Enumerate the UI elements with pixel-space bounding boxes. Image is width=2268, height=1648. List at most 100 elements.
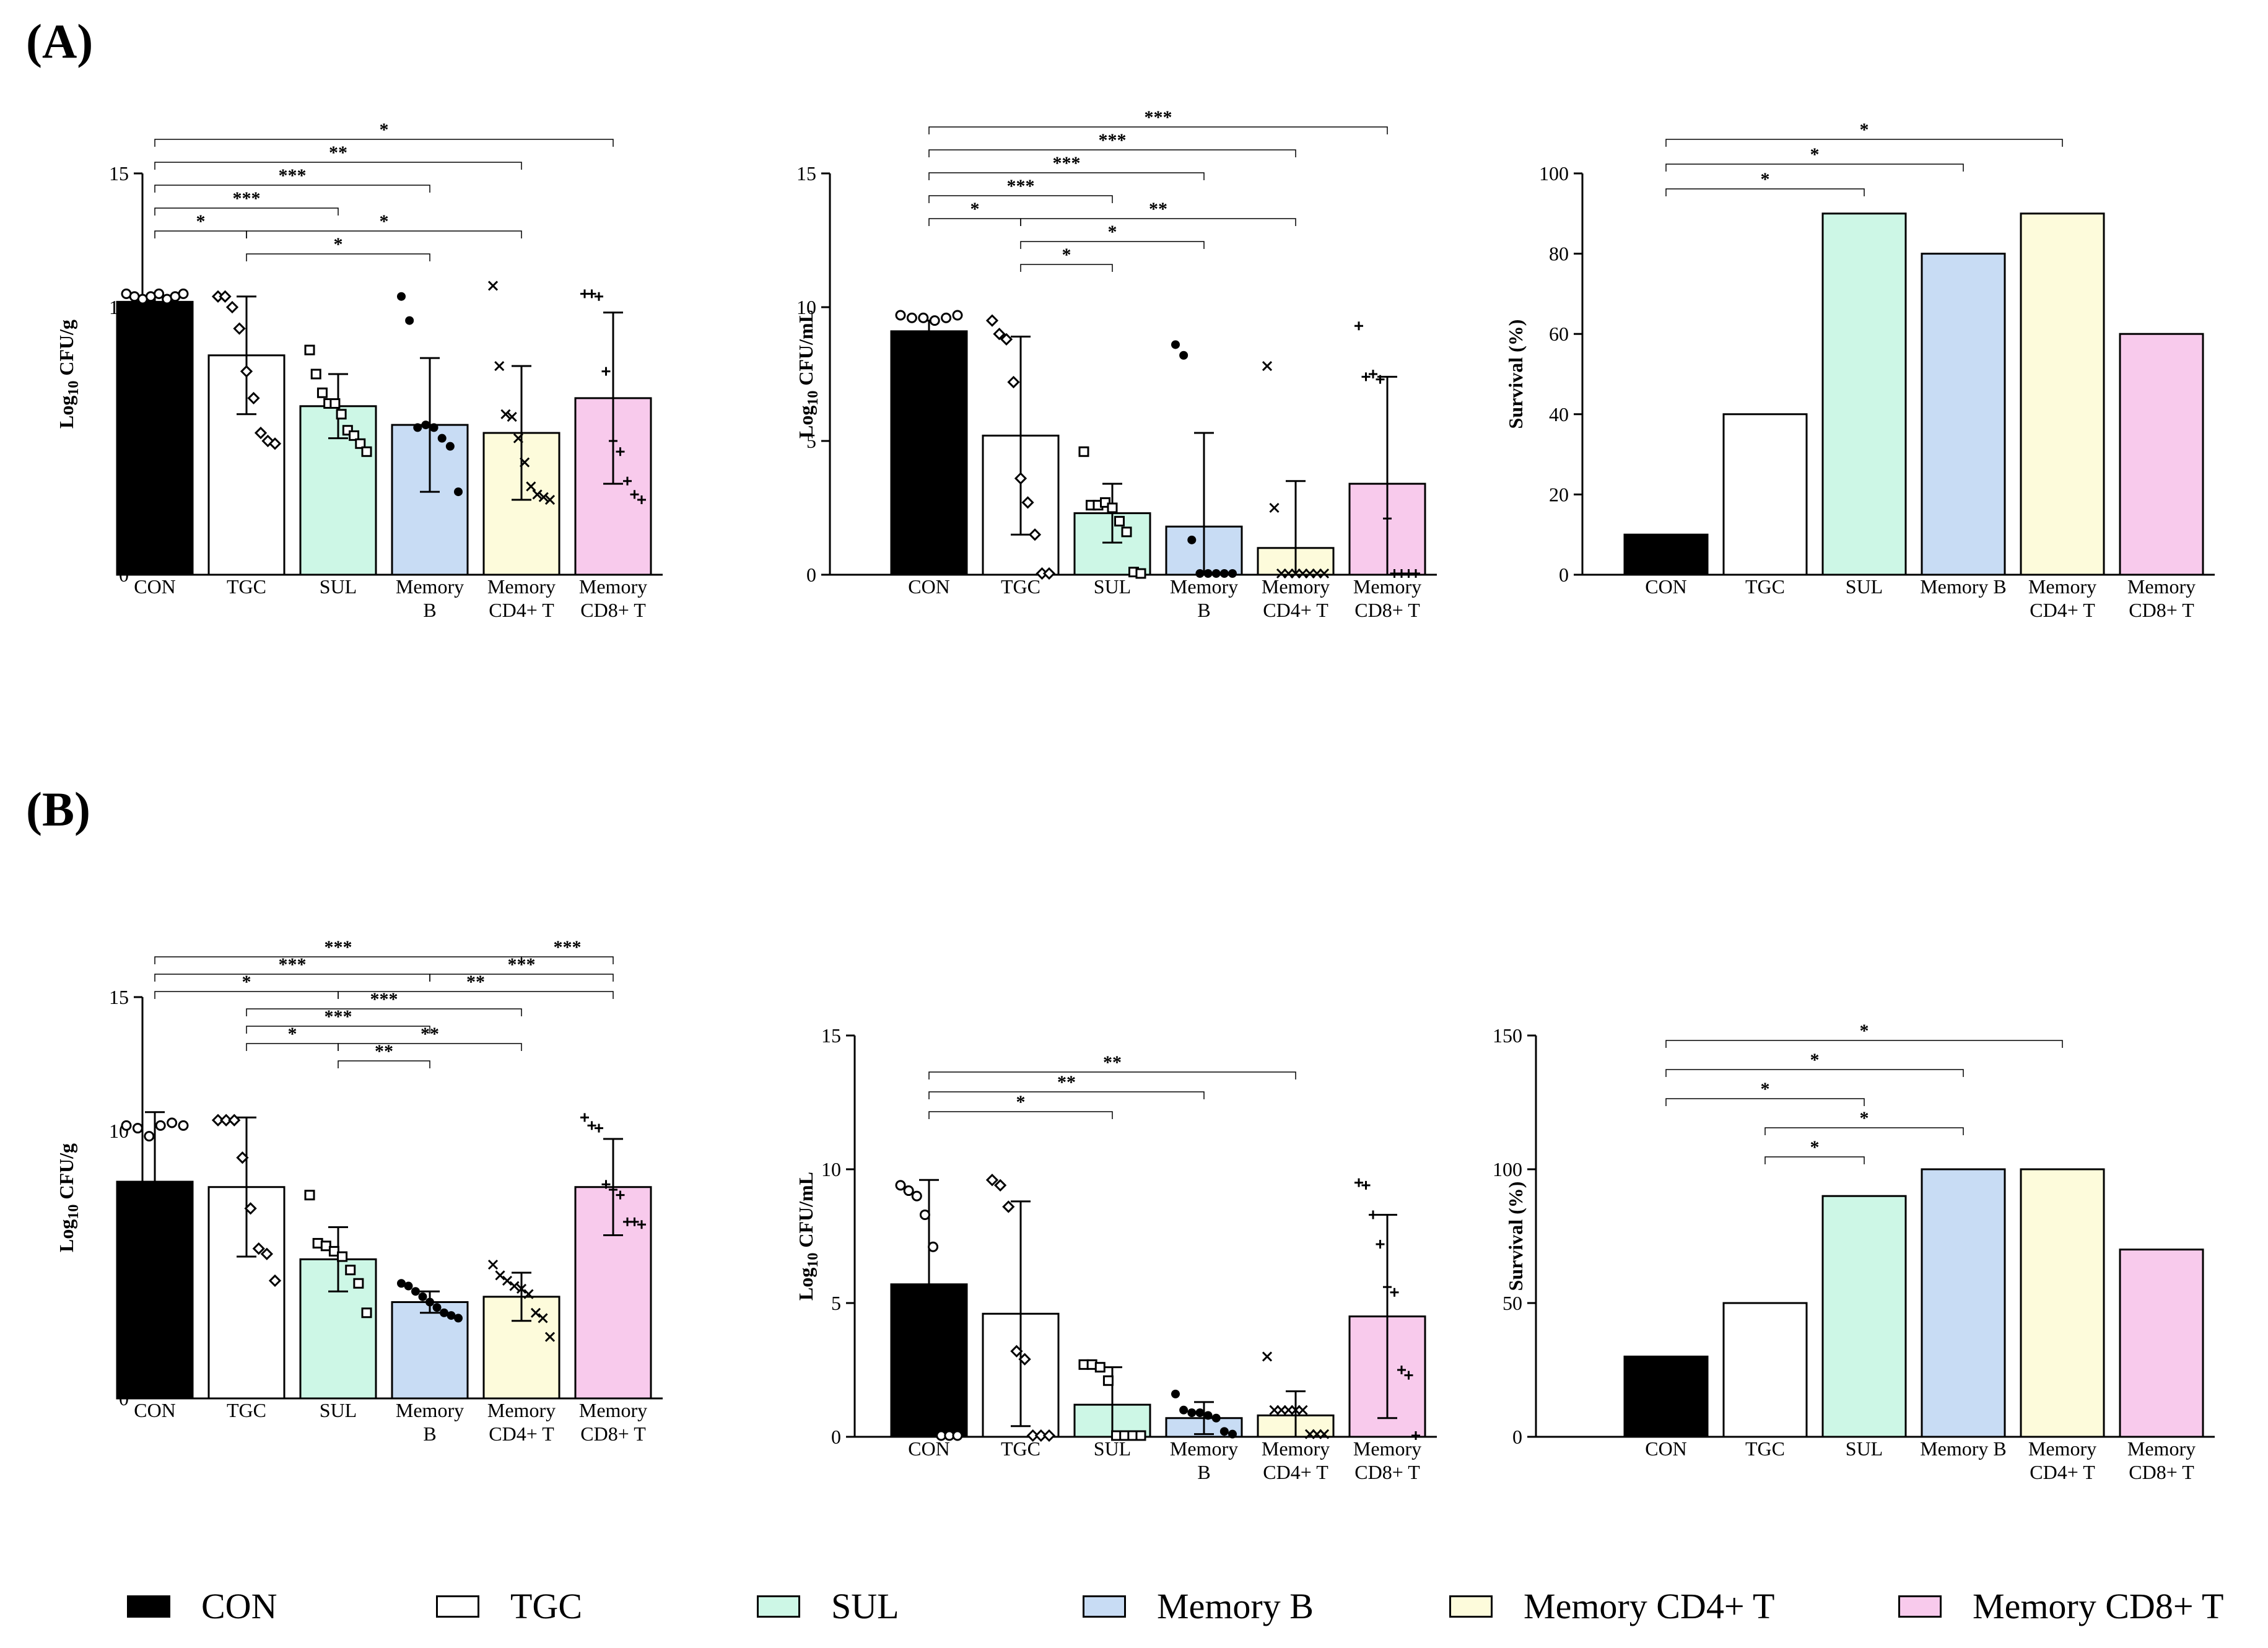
- data-point: [509, 1281, 520, 1291]
- data-point: [1042, 567, 1056, 580]
- data-point: [1262, 360, 1273, 372]
- data-point: [336, 409, 347, 420]
- significance-bracket: [154, 991, 339, 999]
- x-tick-label: TGC: [1001, 575, 1040, 598]
- x-tick-label: Memory: [1262, 575, 1330, 598]
- x-tick-label: Memory: [579, 1399, 647, 1421]
- significance-bracket: [928, 195, 1113, 203]
- x-tick-label: CON: [134, 575, 176, 598]
- legend-swatch-memory-cd8: [1898, 1595, 1942, 1618]
- bar-con: [1623, 533, 1709, 576]
- significance-bracket: [928, 149, 1296, 157]
- x-tick-label: Memory: [487, 1399, 556, 1421]
- data-point: [1211, 569, 1221, 578]
- legend-item-sul: SUL: [757, 1585, 899, 1627]
- data-point: [304, 344, 315, 355]
- significance-label: ***: [1053, 153, 1081, 173]
- significance-label: ***: [233, 188, 261, 209]
- significance-bracket: [154, 185, 430, 193]
- data-point: [1028, 528, 1042, 541]
- x-tick-label: CD4+ T: [1263, 599, 1328, 621]
- data-point: [616, 1190, 625, 1200]
- data-point: [530, 1307, 541, 1318]
- data-point: [1369, 370, 1377, 378]
- data-point: [440, 1308, 448, 1317]
- y-tick-label: 100: [1539, 162, 1569, 185]
- data-point: [429, 423, 438, 432]
- significance-bracket: [1020, 218, 1296, 226]
- data-point: [260, 1247, 273, 1260]
- data-point: [1290, 568, 1301, 579]
- data-point: [523, 1289, 534, 1299]
- data-point: [532, 489, 543, 500]
- data-point: [1026, 1429, 1039, 1442]
- chart-a-survival: 0 20 40 60 80 100 Survival (%) CON TGC SUL Memory …: [1504, 120, 2215, 621]
- significance-bracket: [338, 1043, 522, 1051]
- x-tick-label: Memory: [396, 1399, 464, 1421]
- significance-bracket: [928, 126, 1388, 134]
- data-point: [1219, 569, 1229, 578]
- significance-label: *: [1016, 1092, 1026, 1112]
- significance-bracket: [1665, 1069, 1964, 1077]
- data-point: [320, 1240, 331, 1252]
- data-point: [355, 438, 366, 449]
- significance-label: *: [1860, 1108, 1869, 1128]
- data-point: [502, 1275, 513, 1286]
- bar-tgc: [1722, 413, 1808, 576]
- significance-label: *: [1108, 222, 1117, 242]
- data-point: [595, 1123, 603, 1133]
- significance-bracket: [246, 253, 430, 261]
- significance-bracket: [154, 230, 247, 238]
- data-point: [228, 1114, 241, 1127]
- x-tick-label: Memory: [2028, 575, 2096, 598]
- data-point: [1269, 1405, 1280, 1415]
- x-tick-label: TGC: [1001, 1437, 1040, 1460]
- data-point: [494, 360, 505, 372]
- bar-memory-b: [1921, 1168, 2006, 1438]
- legend-item-tgc: TGC: [436, 1585, 582, 1627]
- data-point: [132, 1123, 143, 1134]
- significance-label: **: [1149, 199, 1167, 219]
- y-tick-label: 100: [1493, 1158, 1522, 1180]
- data-point: [616, 447, 625, 456]
- significance-label: *: [196, 211, 206, 232]
- x-tick-label: B: [1197, 1461, 1210, 1483]
- data-point: [178, 1120, 189, 1131]
- data-point: [918, 312, 929, 323]
- data-point: [895, 310, 906, 321]
- data-point: [1276, 1405, 1287, 1415]
- data-point: [1135, 568, 1146, 579]
- significance-label: *: [1810, 1050, 1820, 1070]
- data-point: [1411, 569, 1420, 578]
- legend-label-memory-cd4: Memory CD4+ T: [1524, 1586, 1775, 1626]
- significance-label: ***: [370, 989, 398, 1009]
- x-tick-label: CD8+ T: [2129, 599, 2194, 621]
- significance-bracket: [338, 991, 614, 999]
- x-tick-label: Memory: [1170, 1437, 1238, 1460]
- data-point: [361, 446, 372, 457]
- x-tick-label: Memory: [579, 575, 647, 598]
- data-point: [1179, 351, 1189, 360]
- data-point: [1312, 568, 1322, 579]
- data-point: [1319, 1429, 1330, 1439]
- data-point: [1042, 1429, 1056, 1442]
- data-point: [432, 1303, 442, 1312]
- x-tick-label: CON: [908, 1437, 950, 1460]
- significance-bracket: [928, 172, 1205, 180]
- x-tick-label: CD8+ T: [1354, 599, 1420, 621]
- data-point: [538, 1313, 548, 1323]
- data-point: [1298, 1405, 1308, 1415]
- data-point: [993, 328, 1006, 341]
- y-axis-label: Log10 CFU/mL: [795, 310, 821, 438]
- y-tick-label: 15: [821, 1024, 841, 1047]
- significance-label: ***: [1007, 176, 1035, 196]
- x-tick-label: Memory: [2127, 575, 2196, 598]
- data-point: [906, 312, 917, 323]
- data-point: [544, 1332, 556, 1342]
- data-point: [587, 1121, 596, 1130]
- significance-bracket: [1665, 1040, 2063, 1048]
- data-point: [328, 1245, 339, 1257]
- data-point: [1187, 1408, 1197, 1418]
- x-tick-label: CD4+ T: [2030, 1461, 2095, 1483]
